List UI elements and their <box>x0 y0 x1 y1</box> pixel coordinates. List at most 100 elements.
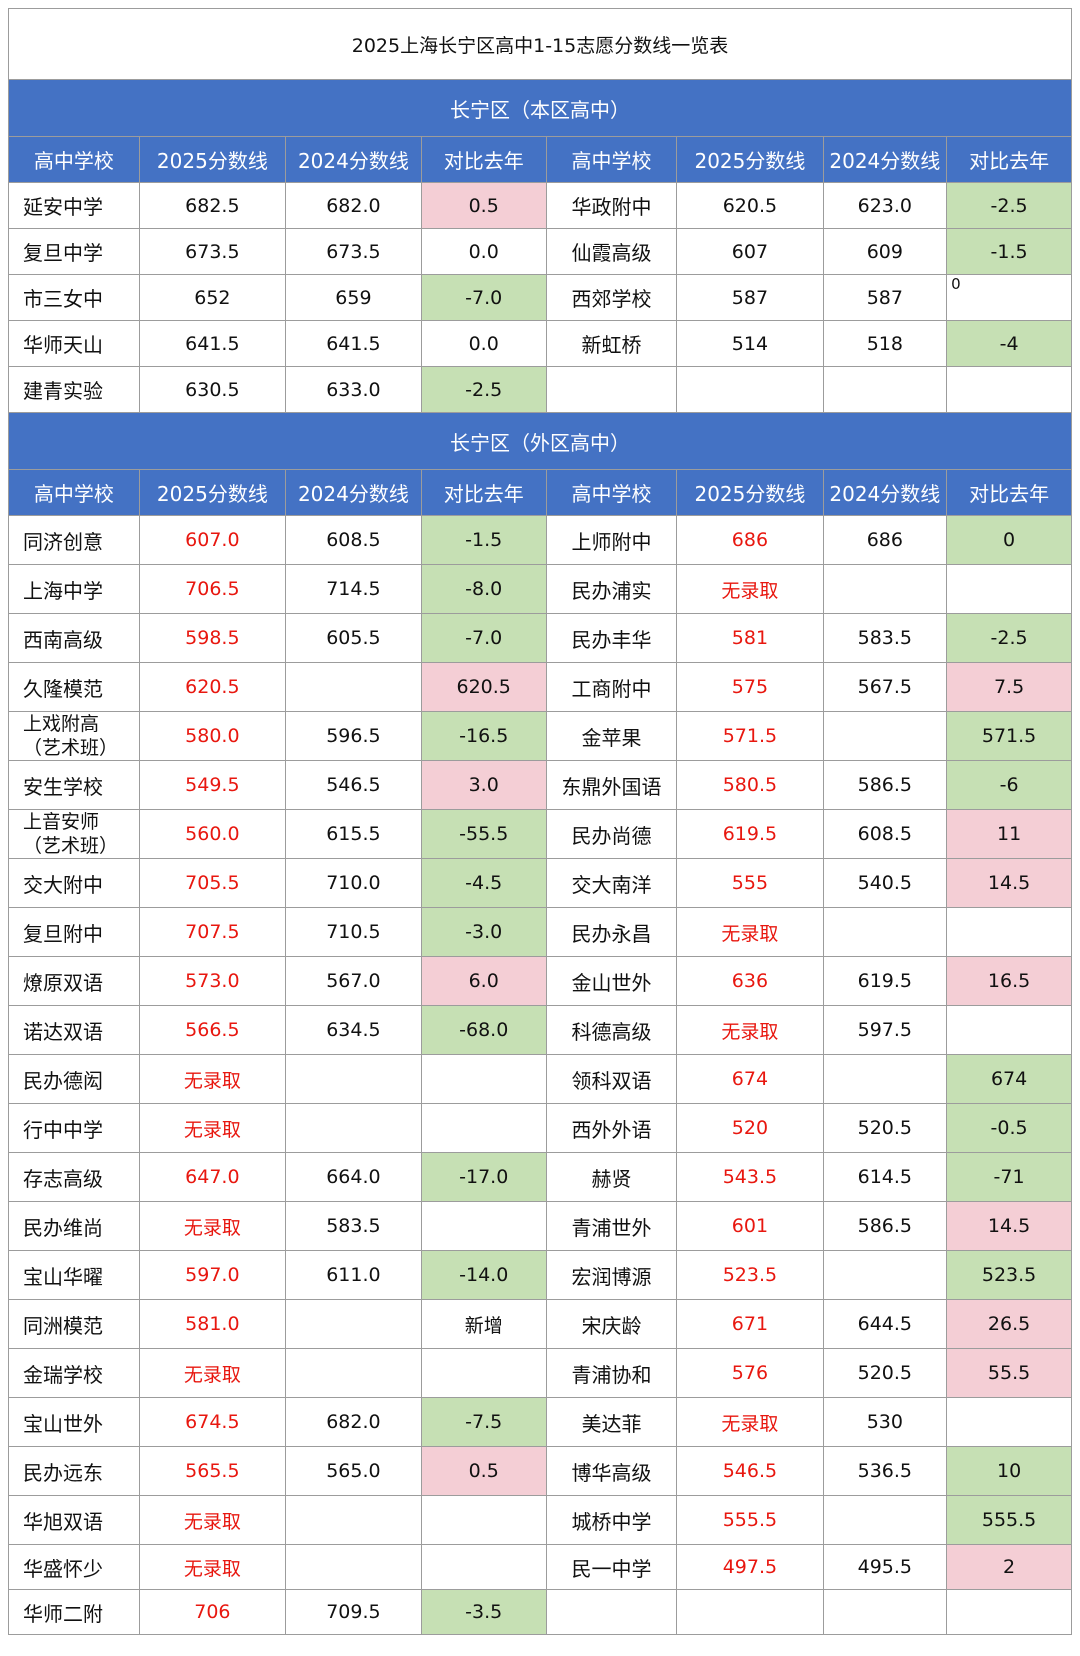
table-row: 华师天山 641.5 641.5 0.0 新虹桥 514 518 -4 <box>8 320 1072 367</box>
score-2024-cell: 540.5 <box>822 858 948 908</box>
score-2025-cell: 705.5 <box>138 858 286 908</box>
column-header: 高中学校 <box>545 469 678 516</box>
diff-vs-last-year-cell: 620.5 <box>420 662 547 712</box>
table-row: 诺达双语 566.5 634.5 -68.0 科德高级 无录取 597.5 <box>8 1005 1072 1055</box>
score-2025-cell: 580.5 <box>676 760 824 810</box>
score-2024-cell <box>822 366 948 413</box>
diff-vs-last-year-cell: -3.5 <box>420 1589 547 1635</box>
score-2024-cell: 583.5 <box>284 1201 422 1251</box>
score-2024-cell: 546.5 <box>284 760 422 810</box>
score-2025-cell: 674 <box>676 1054 824 1104</box>
table-row: 建青实验 630.5 633.0 -2.5 <box>8 366 1072 413</box>
page-title: 2025上海长宁区高中1-15志愿分数线一览表 <box>8 8 1072 80</box>
school-name-cell: 宋庆龄 <box>545 1299 678 1349</box>
score-2025-cell: 601 <box>676 1201 824 1251</box>
school-name-cell: 交大南洋 <box>545 858 678 908</box>
table-row: 民办维尚 无录取 583.5 青浦世外 601 586.5 14.5 <box>8 1201 1072 1251</box>
table-row: 安生学校 549.5 546.5 3.0 东鼎外国语 580.5 586.5 -6 <box>8 760 1072 810</box>
column-header: 2025分数线 <box>676 136 824 183</box>
score-2024-cell: 587 <box>822 274 948 321</box>
school-name-cell: 同济创意 <box>8 515 140 565</box>
diff-vs-last-year-cell: 16.5 <box>946 956 1072 1006</box>
school-name-cell: 西郊学校 <box>545 274 678 321</box>
school-name-cell: 青浦世外 <box>545 1201 678 1251</box>
diff-vs-last-year-cell: 6.0 <box>420 956 547 1006</box>
score-2024-cell: 596.5 <box>284 711 422 761</box>
score-2024-cell: 609 <box>822 228 948 275</box>
school-name-cell: 民办丰华 <box>545 613 678 663</box>
score-2025-cell: 560.0 <box>138 809 286 859</box>
school-name-cell: 存志高级 <box>8 1152 140 1202</box>
column-header: 高中学校 <box>8 469 140 516</box>
score-2024-cell <box>822 907 948 957</box>
score-2025-cell: 514 <box>676 320 824 367</box>
school-name-cell: 久隆模范 <box>8 662 140 712</box>
score-2024-cell: 530 <box>822 1397 948 1447</box>
score-2025-cell: 581.0 <box>138 1299 286 1349</box>
score-2025-cell <box>676 366 824 413</box>
diff-vs-last-year-cell: 0.0 <box>420 320 547 367</box>
diff-vs-last-year-cell: 0.5 <box>420 182 547 229</box>
diff-vs-last-year-cell: -4.5 <box>420 858 547 908</box>
diff-vs-last-year-cell <box>420 1103 547 1153</box>
score-2024-cell <box>284 662 422 712</box>
score-2024-cell: 565.0 <box>284 1446 422 1496</box>
table-row: 同洲模范 581.0 新增 宋庆龄 671 644.5 26.5 <box>8 1299 1072 1349</box>
school-name-cell: 延安中学 <box>8 182 140 229</box>
score-2024-cell: 673.5 <box>284 228 422 275</box>
score-2025-cell: 636 <box>676 956 824 1006</box>
diff-vs-last-year-cell <box>946 1397 1072 1447</box>
diff-vs-last-year-cell <box>946 1589 1072 1635</box>
school-name-cell: 新虹桥 <box>545 320 678 367</box>
school-name-cell: 西南高级 <box>8 613 140 663</box>
score-2024-cell: 611.0 <box>284 1250 422 1300</box>
diff-vs-last-year-cell <box>946 564 1072 614</box>
diff-vs-last-year-cell: 571.5 <box>946 711 1072 761</box>
score-2025-cell: 无录取 <box>676 1005 824 1055</box>
score-2024-cell: 682.0 <box>284 182 422 229</box>
section-title: 长宁区（外区高中） <box>8 412 1072 470</box>
school-name-cell: 交大附中 <box>8 858 140 908</box>
score-2025-cell: 无录取 <box>138 1103 286 1153</box>
score-2025-cell: 620.5 <box>676 182 824 229</box>
table-row: 民办远东 565.5 565.0 0.5 博华高级 546.5 536.5 10 <box>8 1446 1072 1496</box>
school-name-cell: 华师天山 <box>8 320 140 367</box>
score-2024-cell: 608.5 <box>822 809 948 859</box>
diff-vs-last-year-cell: 0 <box>946 274 1072 321</box>
score-2025-cell: 497.5 <box>676 1544 824 1590</box>
diff-vs-last-year-cell: -16.5 <box>420 711 547 761</box>
table-row: 华盛怀少 无录取 民一中学 497.5 495.5 2 <box>8 1544 1072 1590</box>
score-2024-cell: 520.5 <box>822 1103 948 1153</box>
score-2024-cell: 615.5 <box>284 809 422 859</box>
diff-vs-last-year-cell: 674 <box>946 1054 1072 1104</box>
score-2024-cell <box>284 1299 422 1349</box>
school-name-cell <box>545 366 678 413</box>
score-2025-cell: 607 <box>676 228 824 275</box>
diff-vs-last-year-cell: -2.5 <box>420 366 547 413</box>
diff-vs-last-year-cell <box>420 1201 547 1251</box>
score-2024-cell: 634.5 <box>284 1005 422 1055</box>
score-2025-cell: 607.0 <box>138 515 286 565</box>
score-2025-cell: 520 <box>676 1103 824 1153</box>
score-2025-cell: 620.5 <box>138 662 286 712</box>
score-2024-cell: 710.5 <box>284 907 422 957</box>
column-header: 对比去年 <box>946 469 1072 516</box>
score-2025-cell: 无录取 <box>138 1348 286 1398</box>
diff-vs-last-year-cell: 26.5 <box>946 1299 1072 1349</box>
table-row: 行中中学 无录取 西外外语 520 520.5 -0.5 <box>8 1103 1072 1153</box>
diff-vs-last-year-cell: -4 <box>946 320 1072 367</box>
diff-vs-last-year-cell: 2 <box>946 1544 1072 1590</box>
school-name-cell: 赫贤 <box>545 1152 678 1202</box>
column-header: 对比去年 <box>420 136 547 183</box>
score-2025-cell: 580.0 <box>138 711 286 761</box>
diff-vs-last-year-cell <box>946 366 1072 413</box>
diff-vs-last-year-cell: -71 <box>946 1152 1072 1202</box>
score-2025-cell: 641.5 <box>138 320 286 367</box>
diff-vs-last-year-cell <box>946 1005 1072 1055</box>
diff-vs-last-year-cell: 7.5 <box>946 662 1072 712</box>
score-2024-cell: 608.5 <box>284 515 422 565</box>
diff-vs-last-year-cell: 14.5 <box>946 1201 1072 1251</box>
diff-vs-last-year-cell: -7.0 <box>420 613 547 663</box>
score-2024-cell: 520.5 <box>822 1348 948 1398</box>
table-row: 宝山世外 674.5 682.0 -7.5 美达菲 无录取 530 <box>8 1397 1072 1447</box>
